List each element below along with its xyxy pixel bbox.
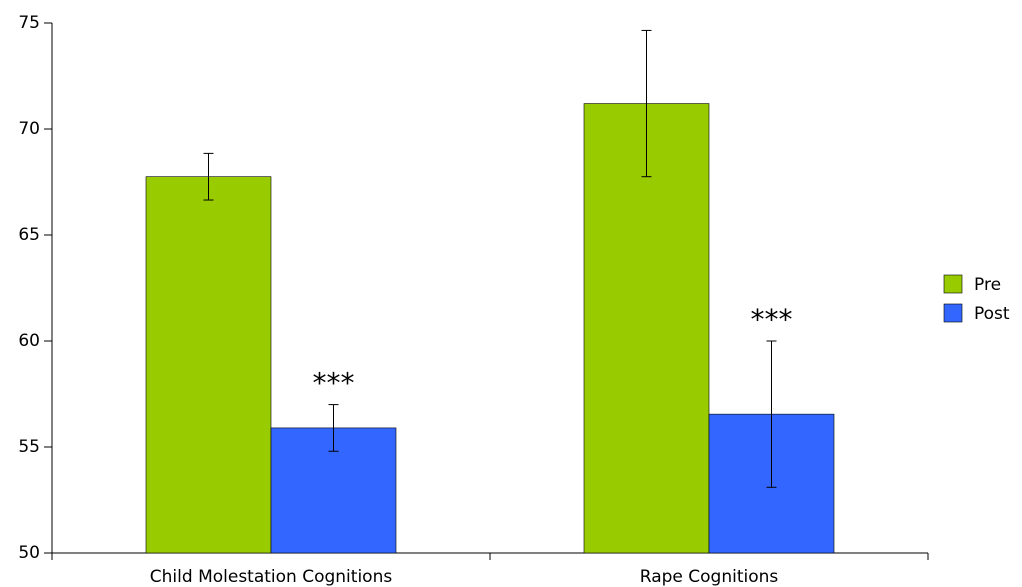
legend-swatch [943, 303, 963, 323]
y-tick-label: 50 [18, 543, 40, 563]
legend-label: Pre [974, 275, 1001, 295]
y-tick-label: 55 [18, 437, 40, 457]
y-tick-label: 70 [18, 119, 40, 139]
legend-label: Post [974, 304, 1010, 324]
x-tick-label: Rape Cognitions [640, 567, 779, 587]
y-tick-label: 75 [18, 13, 40, 33]
y-tick-label: 60 [18, 331, 40, 351]
annotation: *** [313, 367, 355, 400]
annotation: *** [751, 303, 793, 336]
y-tick-label: 65 [18, 225, 40, 245]
bar [145, 176, 272, 554]
x-tick-label: Child Molestation Cognitions [150, 567, 393, 587]
bar [583, 103, 710, 554]
legend-swatch [943, 274, 963, 294]
